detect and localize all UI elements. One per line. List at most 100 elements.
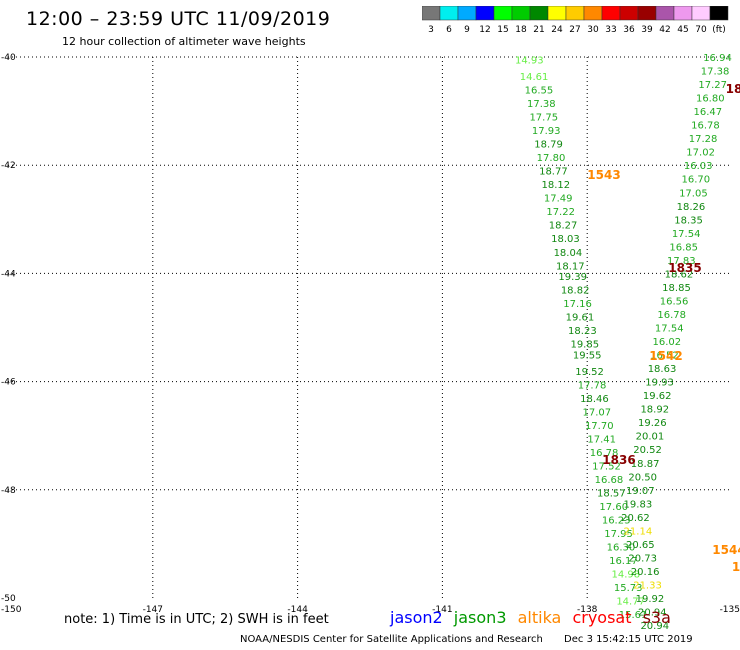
wave-height-value: 20.65 — [626, 540, 655, 551]
wave-height-value: 18.46 — [580, 394, 609, 405]
colorbar-label: 18 — [515, 25, 527, 35]
wave-height-value: 14.98 — [611, 570, 640, 581]
x-tick-label: -150 — [1, 605, 22, 615]
wave-height-value: 18.62 — [665, 269, 694, 280]
wave-height-value: 18.57 — [597, 489, 626, 500]
wave-height-value: 16.94 — [703, 53, 732, 64]
y-tick-label: -44 — [1, 269, 16, 279]
colorbar-label: 12 — [479, 25, 490, 35]
time-label: 18 — [726, 82, 740, 96]
wave-height-value: 19.92 — [636, 594, 665, 605]
colorbar-label: 42 — [659, 25, 670, 35]
wave-height-value: 19.85 — [570, 340, 599, 351]
wave-height-value: 18.92 — [640, 405, 669, 416]
x-tick-label: -147 — [143, 605, 163, 615]
wave-height-value: 19.52 — [575, 367, 604, 378]
wave-height-value: 16.56 — [660, 296, 689, 307]
wave-height-value: 17.41 — [587, 434, 616, 445]
x-tick-label: -135 — [720, 605, 740, 615]
x-tick-label: -141 — [432, 605, 452, 615]
time-label: 1836 — [602, 453, 635, 467]
colorbar-swatch — [709, 6, 729, 21]
wave-height-value: 18.82 — [561, 286, 590, 297]
wave-height-value: 18.26 — [677, 202, 706, 213]
wave-height-value: 20.16 — [631, 567, 660, 578]
wave-height-value: 17.83 — [667, 256, 696, 267]
wave-height-value: 18.23 — [568, 326, 597, 337]
wave-height-value: 18.63 — [648, 364, 677, 375]
wave-height-value: 17.52 — [592, 461, 621, 472]
colorbar-label: 15 — [497, 25, 508, 35]
wave-height-value: 20.94 — [640, 621, 669, 632]
y-tick-label: -46 — [1, 378, 16, 388]
colorbar-label: 45 — [677, 25, 688, 35]
wave-height-value: 16.78 — [657, 310, 686, 321]
wave-height-value: 18.03 — [551, 234, 580, 245]
wave-height-value: 17.38 — [527, 99, 556, 110]
wave-height-value: 21.33 — [633, 580, 662, 591]
wave-height-value: 18.12 — [542, 180, 571, 191]
wave-height-value: 20.50 — [628, 472, 657, 483]
wave-height-value: 17.60 — [599, 502, 628, 513]
time-label: 1544 — [712, 543, 740, 557]
y-tick-label: -48 — [1, 486, 16, 496]
wave-height-value: 19.62 — [643, 391, 672, 402]
wave-height-value: 16.70 — [681, 175, 710, 186]
wave-height-value: 20.73 — [628, 553, 657, 564]
wave-height-value: 17.27 — [698, 80, 727, 91]
wave-height-value: 17.28 — [689, 134, 718, 145]
wave-height-value: 16.47 — [694, 107, 723, 118]
wave-height-value: 16.30 — [607, 543, 636, 554]
wave-height-value: 19.26 — [638, 418, 667, 429]
color-scale-legend: 3 6 9 12 15 18 21 24 27 30 33 36 39 42 45 70 (ft) — [422, 6, 729, 35]
colorbar-label: 3 — [428, 25, 434, 35]
wave-height-value: 17.07 — [583, 407, 612, 418]
wave-height-value: 16.02 — [653, 337, 682, 348]
y-tick-label: -40 — [1, 53, 16, 63]
wave-height-value: 19.61 — [566, 313, 595, 324]
wave-height-value: 17.80 — [537, 153, 566, 164]
wave-height-value: 16.23 — [602, 516, 631, 527]
units-note: note: 1) Time is in UTC; 2) SWH is in fe… — [64, 612, 329, 627]
time-label: 1542 — [649, 349, 682, 363]
wave-height-value: 18.87 — [631, 459, 660, 470]
colorbar-label: 39 — [641, 25, 653, 35]
wave-height-value: 14.93 — [515, 56, 544, 67]
colorbar-label: 70 — [695, 25, 707, 35]
satellite-legend: jason2 jason3 altika cryosat s3a — [390, 608, 677, 627]
wave-height-value: 16.55 — [525, 85, 554, 96]
wave-height-value: 16.52 — [650, 351, 679, 362]
colorbar-label: 24 — [551, 25, 563, 35]
wave-height-value: 18.79 — [534, 140, 563, 151]
wave-height-value: 16.80 — [696, 94, 725, 105]
wave-height-value: 14.61 — [520, 72, 549, 83]
wave-height-value: 17.38 — [701, 67, 730, 78]
y-tick-label: -50 — [1, 594, 16, 604]
wave-height-value: 19.07 — [626, 486, 655, 497]
wave-height-value: 17.49 — [544, 194, 573, 205]
wave-height-value: 17.02 — [686, 148, 715, 159]
time-label: 1835 — [668, 261, 701, 275]
wave-height-value: 15.61 — [619, 610, 648, 621]
wave-height-value: 14.77 — [616, 597, 645, 608]
wave-height-value: 20.01 — [636, 432, 665, 443]
colorbar-label: (ft) — [712, 25, 726, 35]
wave-height-value: 17.93 — [532, 126, 561, 137]
footer: NOAA/NESDIS Center for Satellite Applica… — [240, 634, 711, 645]
legend-jason3: jason3 — [453, 608, 507, 627]
wave-height-value: 17.70 — [585, 421, 614, 432]
y-tick-label: -42 — [1, 161, 16, 171]
wave-height-value: 20.94 — [638, 608, 667, 619]
wave-height-value: 17.75 — [529, 113, 558, 124]
wave-height-value: 19.83 — [624, 499, 653, 510]
wave-height-value: 17.22 — [546, 207, 575, 218]
colorbar-label: 9 — [464, 25, 470, 35]
wave-height-value: 16.03 — [684, 161, 713, 172]
wave-height-value: 17.54 — [655, 324, 684, 335]
colorbar-label: 6 — [446, 25, 452, 35]
wave-height-value: 18.77 — [539, 167, 568, 178]
footer-credit: NOAA/NESDIS Center for Satellite Applica… — [240, 634, 543, 645]
x-tick-label: -138 — [577, 605, 598, 615]
colorbar-label: 21 — [533, 25, 544, 35]
wave-height-value: 17.16 — [563, 299, 592, 310]
